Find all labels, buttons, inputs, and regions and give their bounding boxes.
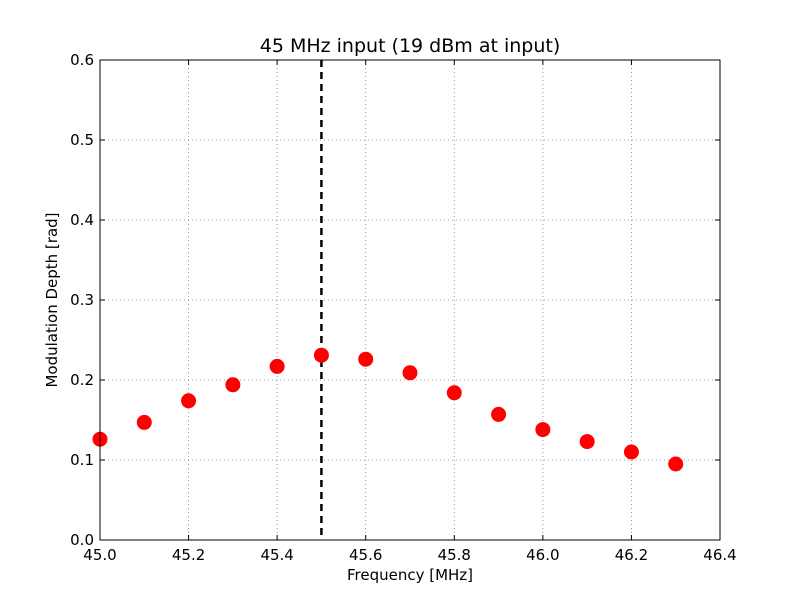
- x-tick-label: 46.0: [526, 546, 559, 564]
- data-point: [313, 347, 329, 363]
- data-point: [225, 377, 241, 393]
- data-point: [269, 358, 285, 374]
- ticks: 45.0 45.2 45.4 45.6 45.8 46.0 46.2 46.4 0.0 0.1 0.…: [70, 51, 737, 564]
- x-axis-label: Frequency [MHz]: [347, 566, 473, 584]
- y-tick-label: 0.5: [70, 131, 94, 149]
- data-point: [668, 456, 684, 472]
- x-tick-label: 45.6: [349, 546, 382, 564]
- y-tick-label: 0.0: [70, 531, 94, 549]
- x-tick-label: 45.4: [260, 546, 293, 564]
- y-tick-label: 0.4: [70, 211, 94, 229]
- data-point: [623, 444, 639, 460]
- grid: [99, 59, 721, 541]
- x-tick-label: 45.8: [438, 546, 471, 564]
- y-axis-label: Modulation Depth [rad]: [43, 212, 61, 387]
- x-tick-label: 45.0: [83, 546, 116, 564]
- data-point: [136, 414, 152, 430]
- data-point: [402, 365, 418, 381]
- data-point: [181, 393, 197, 409]
- data-point: [535, 422, 551, 438]
- data-point: [446, 385, 462, 401]
- data-point: [358, 351, 374, 367]
- chart-title: 45 MHz input (19 dBm at input): [260, 35, 561, 57]
- data-point: [579, 434, 595, 450]
- y-tick-label: 0.3: [70, 291, 94, 309]
- y-tick-label: 0.6: [70, 51, 94, 69]
- x-tick-label: 46.4: [703, 546, 736, 564]
- data-points: [92, 347, 684, 472]
- x-tick-label: 45.2: [172, 546, 205, 564]
- y-tick-label: 0.2: [70, 371, 94, 389]
- x-tick-label: 46.2: [615, 546, 648, 564]
- y-tick-label: 0.1: [70, 451, 94, 469]
- data-point: [491, 406, 507, 422]
